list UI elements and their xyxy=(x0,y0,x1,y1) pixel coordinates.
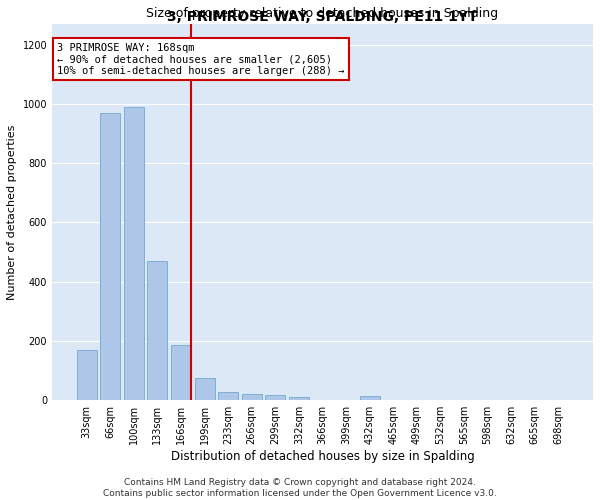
Bar xyxy=(77,350,97,401)
Bar xyxy=(242,394,262,400)
Title: 3, PRIMROSE WAY, SPALDING, PE11 1YT: 3, PRIMROSE WAY, SPALDING, PE11 1YT xyxy=(167,10,478,24)
Bar xyxy=(359,396,380,400)
Bar xyxy=(100,112,120,401)
Text: Size of property relative to detached houses in Spalding: Size of property relative to detached ho… xyxy=(146,7,499,20)
Bar xyxy=(218,392,238,400)
Bar xyxy=(171,346,191,401)
Text: 3 PRIMROSE WAY: 168sqm
← 90% of detached houses are smaller (2,605)
10% of semi-: 3 PRIMROSE WAY: 168sqm ← 90% of detached… xyxy=(58,42,345,76)
Text: Contains HM Land Registry data © Crown copyright and database right 2024.
Contai: Contains HM Land Registry data © Crown c… xyxy=(103,478,497,498)
X-axis label: Distribution of detached houses by size in Spalding: Distribution of detached houses by size … xyxy=(170,450,475,463)
Bar xyxy=(124,107,144,401)
Bar xyxy=(194,378,215,400)
Bar xyxy=(289,398,309,400)
Bar xyxy=(148,261,167,400)
Bar xyxy=(265,395,286,400)
Y-axis label: Number of detached properties: Number of detached properties xyxy=(7,124,17,300)
